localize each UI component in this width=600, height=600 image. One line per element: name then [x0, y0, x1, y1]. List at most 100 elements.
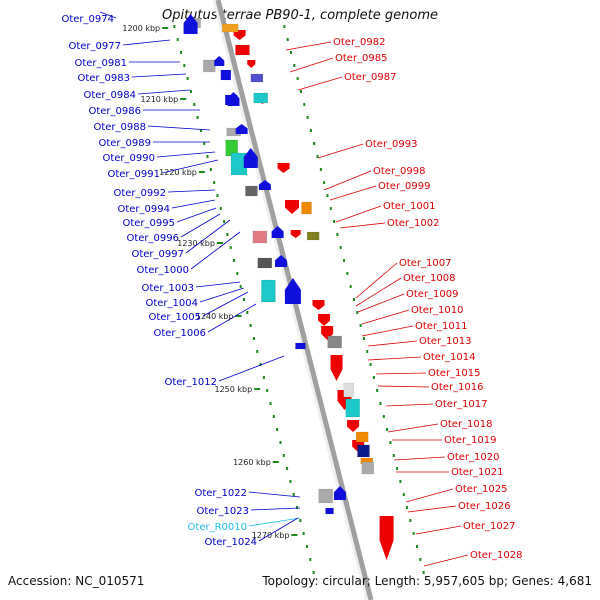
- scale-label: 1220 kbp: [159, 168, 197, 177]
- label-line-layer: [99, 11, 469, 567]
- outer-track-dot: [349, 285, 352, 288]
- outer-track-dot: [352, 298, 355, 301]
- gene-feature-plus: [306, 231, 320, 241]
- gene-arrow-minus: [271, 226, 284, 238]
- gene-arrow-minus: [235, 124, 248, 134]
- outer-track-dot: [415, 545, 418, 548]
- gene-label-right: Oter_0993: [365, 139, 418, 150]
- gene-label-connector: [185, 219, 231, 254]
- gene-label-connector: [387, 423, 439, 433]
- scale-tick-layer: 1200 kbp 1210 kbp 1220 kbp 1230 kbp 1240 kbp…: [122, 24, 425, 574]
- gene-label-left: Oter_0984: [83, 90, 136, 101]
- gene-label-right: Oter_1026: [458, 501, 511, 512]
- gene-label-connector: [161, 159, 219, 174]
- inner-track-dot: [242, 298, 245, 301]
- accession-text: Accession: NC_010571: [8, 574, 145, 588]
- gene-feature-plus: [355, 431, 369, 443]
- inner-track-dot: [199, 129, 202, 132]
- outer-track-dot: [296, 77, 299, 80]
- gene-label-right: Oter_1015: [428, 368, 481, 379]
- inner-track-dot: [216, 194, 219, 197]
- gene-label-connector: [297, 76, 343, 91]
- gene-label-connector: [367, 340, 418, 347]
- gene-label-connector: [190, 231, 241, 270]
- inner-track-dot: [239, 285, 242, 288]
- gene-label-connector: [357, 293, 405, 313]
- inner-track-dot: [186, 77, 189, 80]
- gene-arrow-minus: [284, 278, 301, 304]
- gene-feature-minus: [295, 342, 306, 350]
- gene-label-left: Oter_0977: [68, 41, 121, 52]
- gene-label-left: Oter_0988: [93, 122, 146, 133]
- outer-track-dot: [402, 493, 405, 496]
- inner-track-dot: [183, 64, 186, 67]
- gene-label-left: Oter_R0010: [188, 522, 247, 533]
- gene-feature-minus: [257, 257, 273, 269]
- gene-label-right: Oter_1020: [447, 452, 500, 463]
- scale-tick: [254, 388, 261, 390]
- gene-label-left: Oter_0991: [107, 169, 160, 180]
- gene-label-right: Oter_1002: [387, 218, 440, 229]
- outer-track-dot: [376, 389, 379, 392]
- scale-tick: [162, 27, 169, 29]
- inner-track-dot: [309, 558, 312, 561]
- inner-track-dot: [305, 545, 308, 548]
- gene-label-connector: [248, 491, 301, 498]
- outer-track-dot: [343, 259, 346, 262]
- gene-arrow-plus: [285, 200, 299, 214]
- inner-track-dot: [256, 350, 259, 353]
- gene-label-connector: [335, 205, 382, 223]
- outer-track-dot: [362, 337, 365, 340]
- gene-arrow-minus: [227, 92, 240, 106]
- gene-feature-minus: [220, 69, 232, 81]
- gene-label-right: Oter_0999: [378, 181, 431, 192]
- gene-label-connector: [202, 291, 249, 317]
- inner-track-dot: [193, 103, 196, 106]
- gene-label-connector: [207, 303, 257, 333]
- gene-label-connector: [317, 143, 364, 159]
- gene-label-connector: [180, 213, 221, 238]
- gene-label-connector: [99, 11, 117, 19]
- gene-label-right: Oter_1007: [399, 258, 452, 269]
- gene-label-left: Oter_1006: [153, 328, 206, 339]
- gene-label-right: Oter_1018: [440, 419, 493, 430]
- outer-track-dot: [313, 142, 316, 145]
- gene-label-right: Oter_1011: [415, 321, 468, 332]
- gene-arrow-minus: [183, 14, 198, 34]
- gene-feature-plus: [250, 73, 264, 83]
- outer-track-dot: [323, 181, 326, 184]
- outer-track-dot: [336, 233, 339, 236]
- gene-label-left: Oter_0989: [98, 138, 151, 149]
- scale-label: 1240 kbp: [196, 312, 234, 321]
- gene-feature-plus: [301, 201, 312, 215]
- outer-track-dot: [339, 246, 342, 249]
- gene-label-connector: [385, 403, 434, 407]
- scale-label: 1230 kbp: [177, 239, 215, 248]
- gene-label-connector: [423, 554, 469, 567]
- outer-track-dot: [316, 155, 319, 158]
- gene-arrow-plus: [318, 314, 331, 326]
- gene-label-connector: [405, 488, 454, 503]
- gene-feature-minus: [245, 185, 258, 197]
- gene-feature-plus: [253, 92, 268, 104]
- gene-feature-minus: [252, 230, 268, 244]
- gene-label-connector: [147, 125, 211, 131]
- inner-track-dot: [213, 181, 216, 184]
- scale-tick: [291, 534, 298, 536]
- outer-track-dot: [379, 402, 382, 405]
- inner-track-dot: [276, 428, 279, 431]
- inner-track-dot: [289, 480, 292, 483]
- inner-track-dot: [229, 246, 232, 249]
- gene-arrow-plus: [277, 163, 290, 173]
- gene-label-left: Oter_0986: [88, 106, 141, 117]
- gene-label-connector: [167, 189, 216, 193]
- gene-label-left: Oter_1022: [194, 488, 247, 499]
- gene-label-connector: [137, 89, 191, 95]
- gene-feature-plus: [235, 44, 250, 56]
- inner-track-dot: [282, 454, 285, 457]
- inner-track-dot: [312, 571, 315, 574]
- gene-arrow-minus: [258, 180, 271, 190]
- gene-label-left: Oter_0995: [122, 218, 175, 229]
- outer-track-dot: [346, 272, 349, 275]
